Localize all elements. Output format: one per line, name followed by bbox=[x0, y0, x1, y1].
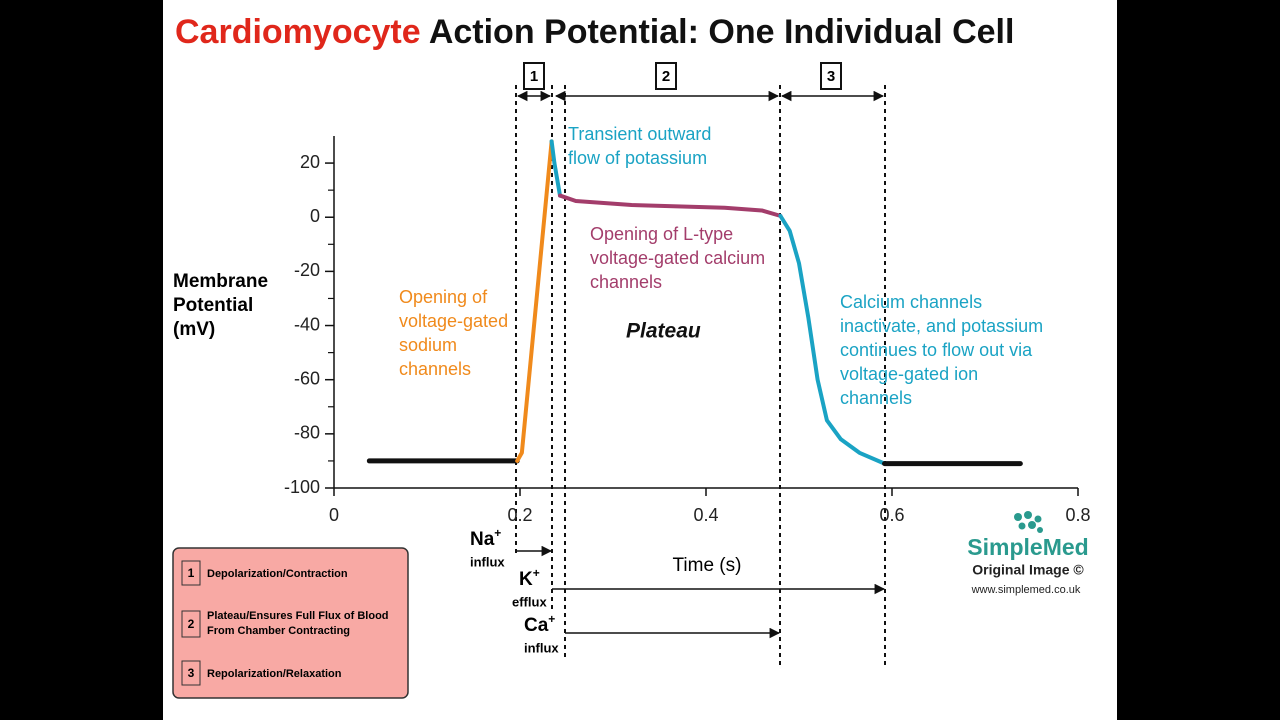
annotation: continues to flow out via bbox=[840, 340, 1033, 360]
annotation: Transient outward bbox=[568, 124, 711, 144]
key-text: Plateau/Ensures Full Flux of Blood bbox=[207, 610, 389, 622]
y-tick-label: -80 bbox=[294, 423, 320, 443]
x-tick-label: 0.8 bbox=[1065, 505, 1090, 525]
annotation: Opening of L-type bbox=[590, 224, 733, 244]
y-tick-label: 20 bbox=[300, 152, 320, 172]
key-number: 2 bbox=[188, 617, 195, 631]
annotation: sodium bbox=[399, 335, 457, 355]
key-number: 3 bbox=[188, 666, 195, 680]
y-tick-label: -40 bbox=[294, 314, 320, 334]
key-text: Repolarization/Relaxation bbox=[207, 668, 342, 680]
ion-charge: + bbox=[494, 526, 501, 540]
y-axis-label: (mV) bbox=[173, 319, 215, 340]
ion-flow-label: influx bbox=[524, 640, 559, 655]
key-number-box bbox=[181, 660, 201, 686]
ion: Ca+ bbox=[524, 612, 555, 636]
annotation: channels bbox=[840, 388, 912, 408]
key-box bbox=[172, 547, 409, 699]
logo-subtitle: Original Image © bbox=[972, 562, 1084, 578]
annotation: voltage-gated calcium bbox=[590, 248, 765, 268]
annotation: flow of potassium bbox=[568, 148, 707, 168]
key-number: 1 bbox=[188, 566, 195, 580]
title-red: Cardiomyocyte bbox=[175, 13, 421, 51]
phase-number: 2 bbox=[662, 68, 670, 85]
x-tick-label: 0.2 bbox=[507, 505, 532, 525]
y-tick-label: 0 bbox=[310, 206, 320, 226]
ion-flow-label: efflux bbox=[512, 594, 547, 609]
phase-number: 3 bbox=[827, 68, 835, 85]
annotation: Opening of bbox=[399, 287, 488, 307]
ion: Na+ bbox=[470, 526, 501, 550]
phase-number: 1 bbox=[530, 68, 538, 85]
ion-name: K bbox=[519, 569, 533, 590]
ion: K+ bbox=[519, 566, 540, 590]
logo-icon bbox=[1014, 511, 1043, 533]
ion-charge: + bbox=[533, 566, 540, 580]
title-black: Action Potential: One Individual Cell bbox=[429, 13, 1015, 51]
trace bbox=[557, 193, 783, 218]
annotation: channels bbox=[399, 359, 471, 379]
logo-url: www.simplemed.co.uk bbox=[971, 584, 1081, 596]
ion-flow-label: influx bbox=[470, 554, 505, 569]
key-text: From Chamber Contracting bbox=[207, 625, 350, 637]
annotation: voltage-gated ion bbox=[840, 364, 978, 384]
phase-box bbox=[820, 62, 842, 90]
ion-name: Na bbox=[470, 529, 495, 550]
y-tick-label: -20 bbox=[294, 260, 320, 280]
y-tick-label: -100 bbox=[284, 477, 320, 497]
logo-name: SimpleMed bbox=[967, 534, 1088, 560]
trace bbox=[549, 139, 562, 198]
annotation: voltage-gated bbox=[399, 311, 508, 331]
phase-box bbox=[523, 62, 545, 90]
annotation: inactivate, and potassium bbox=[840, 316, 1043, 336]
key-number-box bbox=[181, 610, 201, 638]
y-axis-label: Potential bbox=[173, 295, 253, 316]
y-axis-label: Membrane bbox=[173, 271, 268, 292]
trace bbox=[778, 213, 887, 466]
phase-box bbox=[655, 62, 677, 90]
annotation: Calcium channels bbox=[840, 292, 982, 312]
annotation: Plateau bbox=[626, 320, 701, 343]
ion-name: Ca bbox=[524, 615, 549, 636]
trace bbox=[515, 139, 554, 463]
y-tick-label: -60 bbox=[294, 368, 320, 388]
annotation: channels bbox=[590, 272, 662, 292]
x-tick-label: 0 bbox=[329, 505, 339, 525]
x-tick-label: 0.4 bbox=[693, 505, 718, 525]
key-text: Depolarization/Contraction bbox=[207, 568, 348, 580]
x-axis-label: Time (s) bbox=[673, 555, 742, 576]
title: Cardiomyocyte Action Potential: One Indi… bbox=[175, 13, 1014, 51]
key-number-box bbox=[181, 560, 201, 586]
x-tick-label: 0.6 bbox=[879, 505, 904, 525]
ion-charge: + bbox=[548, 612, 555, 626]
